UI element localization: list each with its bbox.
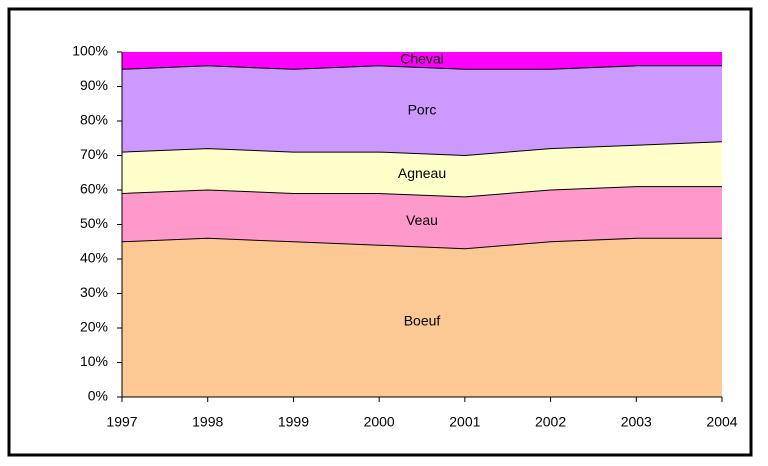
area (122, 52, 722, 70)
x-tick-label: 1999 (278, 414, 309, 430)
y-tick-label: 100% (72, 43, 108, 59)
series-label: Agneau (398, 165, 446, 181)
y-tick-label: 60% (80, 181, 108, 197)
y-tick-label: 10% (80, 353, 108, 369)
y-tick-label: 80% (80, 112, 108, 128)
y-tick-label: 20% (80, 319, 108, 335)
area (122, 186, 722, 249)
y-tick-label: 70% (80, 146, 108, 162)
area-boundary (121, 186, 722, 198)
series-label: Boeuf (404, 313, 441, 329)
x-tick-label: 1998 (192, 414, 223, 430)
area (122, 238, 722, 397)
x-tick-label: 2001 (449, 414, 480, 430)
x-tick-label: 1997 (106, 414, 137, 430)
y-tick-label: 50% (80, 215, 108, 231)
area-boundary (121, 237, 722, 250)
area (122, 141, 722, 197)
area-boundary (121, 141, 723, 157)
series-label: Veau (406, 212, 438, 228)
x-tick-label: 2004 (706, 414, 737, 430)
series-label: Cheval (400, 50, 444, 66)
x-tick-label: 2003 (621, 414, 652, 430)
y-tick-label: 30% (80, 284, 108, 300)
y-tick-label: 0% (88, 388, 108, 404)
y-tick-label: 90% (80, 77, 108, 93)
x-tick-label: 2002 (535, 414, 566, 430)
area (122, 65, 722, 156)
y-tick-label: 40% (80, 250, 108, 266)
area-boundary (121, 65, 722, 70)
series-label: Porc (408, 101, 437, 117)
x-tick-label: 2000 (364, 414, 395, 430)
